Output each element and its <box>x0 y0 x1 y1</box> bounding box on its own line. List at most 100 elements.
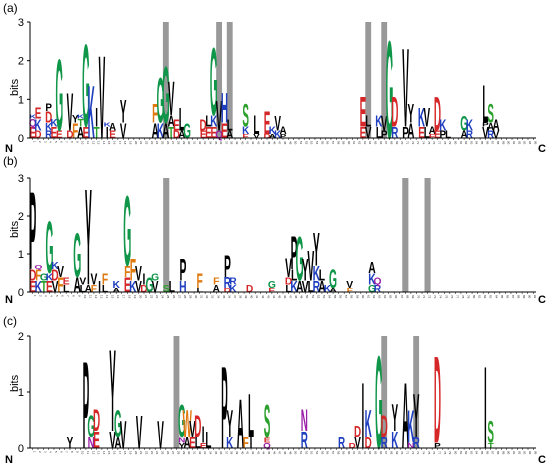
panel-c-xtick-label-6: 6 <box>59 451 63 453</box>
panel-a-xtick-label-67: 67 <box>384 141 388 145</box>
panel-b-xtick-label-3: 3 <box>44 295 48 297</box>
panel-a-logo-letter-27-0: T <box>168 124 175 142</box>
panel-b-logo-letter-52-2: Y <box>313 224 320 277</box>
panel-a-xtick-label-15: 15 <box>107 141 111 145</box>
panel-a-xtick-label-47: 47 <box>278 141 282 145</box>
panel-a-xtick-label-57: 57 <box>331 141 335 145</box>
panel-a-logo-letter-26-1: G <box>162 51 170 141</box>
panel-c-xtick-label-56: 56 <box>326 451 330 455</box>
panel-a-highlight-4 <box>381 22 388 138</box>
panel-c-logo-letter-21-0: V <box>136 406 143 459</box>
panel-c-logo-letter-13-0: E <box>93 427 100 453</box>
panel-a-logo-letter-34-1: L <box>205 112 211 130</box>
panel-c-logo-letter-29-0: Y <box>179 441 186 450</box>
panel-a-logo-letter-46-1: K <box>269 126 277 137</box>
panel-c-xtick-label-43: 43 <box>256 451 260 455</box>
panel-b-xtick-label-37: 37 <box>233 295 237 299</box>
panel-a-logo-letter-8-0: D <box>66 130 73 141</box>
panel-b-xtick-label-39: 39 <box>244 295 248 299</box>
panel-a-xtick-label-90: 90 <box>507 141 511 145</box>
panel-b-xtick-label-64: 64 <box>383 295 387 299</box>
panel-c-xtick-label-48: 48 <box>283 451 287 455</box>
panel-c-logo-letter-87-1: S <box>487 414 494 449</box>
panel-b-xtick-label-88: 88 <box>517 295 521 299</box>
panel-c-logo-letter-31-0: E <box>189 434 196 452</box>
panel-c-xtick-label-55: 55 <box>320 451 324 455</box>
panel-a-xtick-label-80: 80 <box>453 141 457 145</box>
panel-c-xtick-label-34: 34 <box>208 451 212 455</box>
panel-b-logo-letter-34-1: F <box>213 276 219 287</box>
panel-a-logo-letter-71-0: P <box>402 124 409 142</box>
panel-b-xtick-label-52: 52 <box>316 295 320 299</box>
panel-b-logo-letter-36-0: D <box>224 287 232 293</box>
panel-a-logo-letter-34-0: E <box>205 124 212 142</box>
panel-c-logo-letter-66-0: G <box>375 328 383 468</box>
panel-c-xtick-label-2: 2 <box>38 451 42 453</box>
panel-b-logo-letter-16-0: A <box>112 287 120 293</box>
panel-a-xtick-label-1: 1 <box>33 141 37 143</box>
panel-b-logo-letter-20-0: V <box>135 278 142 296</box>
panel-a-xtick-label-39: 39 <box>235 141 239 145</box>
panel-b-logo-letter-52-1: K <box>313 262 320 286</box>
panel-a-xtick-label-89: 89 <box>501 141 505 145</box>
panel-a-xtick-label-14: 14 <box>102 141 106 145</box>
panel-b-xtick-label-73: 73 <box>433 295 437 299</box>
panel-b-xtick-label-36: 36 <box>227 295 231 299</box>
panel-b-logo-letter-34-0: A <box>213 284 221 295</box>
panel-c-xtick-label-68: 68 <box>390 451 394 455</box>
panel-a-logo-letter-63-1: E <box>360 88 367 136</box>
panel-c-xtick-label-24: 24 <box>155 451 159 455</box>
panel-b-xtick-label-14: 14 <box>105 295 109 299</box>
panel-c-xtick-label-67: 67 <box>384 451 388 455</box>
panel-a-logo-letter-69-1: D <box>391 88 398 136</box>
panel-c-xtick-label-88: 88 <box>496 451 500 455</box>
panel-a-xtick-label-10: 10 <box>81 141 85 145</box>
panel-a-xtick-label-75: 75 <box>427 141 431 145</box>
panel-b-xtick-label-66: 66 <box>394 295 398 299</box>
panel-c-logo-letter-69-1: Y <box>392 397 399 441</box>
panel-b-xtick-label-10: 10 <box>83 295 87 299</box>
panel-c-logo-letter-62-0: V <box>354 434 361 452</box>
panel-a-xtick-label-6: 6 <box>59 141 63 143</box>
panel-a-logo-letter-74-0: E <box>418 124 425 142</box>
panel-b-logo-letter-23-1: G <box>151 273 159 284</box>
panel-a-xtick-label-94: 94 <box>528 141 532 145</box>
panel-a-xtick-label-91: 91 <box>512 141 516 145</box>
panel-c-xtick-label-91: 91 <box>512 451 516 455</box>
panel-b-ytick-label-1: 1 <box>18 249 24 261</box>
panel-b-xtick-label-30: 30 <box>194 295 198 299</box>
panel-b-logo-letter-26-0: L <box>169 278 175 296</box>
panel-a-xtick-label-45: 45 <box>267 141 271 145</box>
panel-a-xtick-label-48: 48 <box>283 141 287 145</box>
panel-b-logo-letter-2-0: K <box>35 278 43 296</box>
panel-b-logo-letter-49-1: G <box>296 223 304 294</box>
panel-b-xtick-label-90: 90 <box>528 295 532 299</box>
panel-b-xtick-label-12: 12 <box>94 295 98 299</box>
panel-a-xtick-label-61: 61 <box>352 141 356 145</box>
panel-b-logo-letter-53-1: L <box>319 266 325 284</box>
panel-c-xtick-label-65: 65 <box>374 451 378 455</box>
panel-b-xtick-label-4: 4 <box>49 295 53 297</box>
panel-c-xtick-label-92: 92 <box>517 451 521 455</box>
panel-b-xtick-label-63: 63 <box>378 295 382 299</box>
panel-c-xtick-label-94: 94 <box>528 451 532 455</box>
panel-a-logo-letter-75-1: V <box>424 104 431 133</box>
panel-b-logo-letter-6-0: F <box>57 273 63 297</box>
panel-c-xtick-label-7: 7 <box>65 451 69 453</box>
panel-b-highlight-2 <box>424 178 431 292</box>
panel-c-xtick-label-53: 53 <box>310 451 314 455</box>
panel-c-xtick-label-75: 75 <box>427 451 431 455</box>
panel-b-xtick-label-65: 65 <box>389 295 393 299</box>
panel-a-xtick-label-12: 12 <box>91 141 95 145</box>
panel-b-xtick-label-59: 59 <box>355 295 359 299</box>
panel-b-xtick-label-76: 76 <box>450 295 454 299</box>
panel-c-xtick-label-63: 63 <box>363 451 367 455</box>
panel-c-xtick-label-37: 37 <box>224 451 228 455</box>
panel-c-xtick-label-35: 35 <box>214 451 218 455</box>
panel-a-logo-letter-26-0: A <box>162 119 169 143</box>
panel-b-ytick-label-2: 2 <box>18 211 24 223</box>
panel-b-logo-letter-2-2: Q <box>34 265 43 271</box>
panel-a-highlight-3 <box>365 22 372 138</box>
